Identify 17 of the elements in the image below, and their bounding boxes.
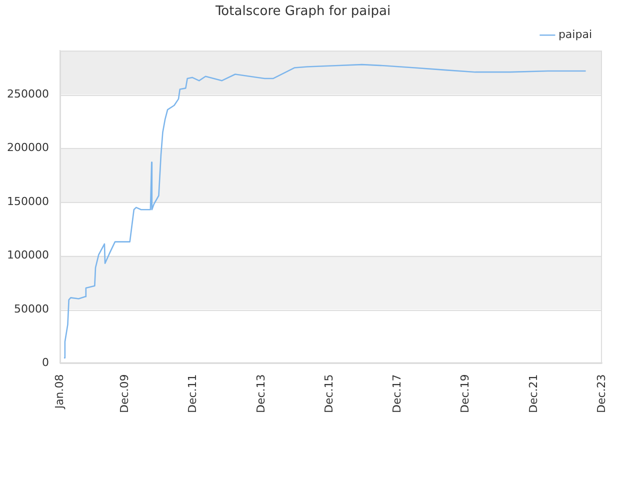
x-tick-label: Dec.21 <box>526 374 540 413</box>
x-tick-label: Dec.15 <box>322 374 336 413</box>
x-tick-label: Dec.09 <box>118 374 132 413</box>
x-tick-label: Dec.17 <box>390 374 404 413</box>
x-tick-label: Dec.13 <box>254 374 268 413</box>
chart-title: Totalscore Graph for paipai <box>214 4 391 20</box>
x-tick-label: Dec.11 <box>186 374 200 413</box>
y-tick-label: 100000 <box>6 248 49 262</box>
y-tick-label: 200000 <box>6 141 49 154</box>
x-tick-label: Dec.19 <box>458 374 472 413</box>
y-tick-label: 150000 <box>6 194 49 208</box>
y-tick-label: 0 <box>42 356 49 370</box>
x-tick-label: Jan.08 <box>52 374 66 410</box>
y-tick-label: 50000 <box>14 302 49 316</box>
x-tick-label: Dec.23 <box>594 374 608 413</box>
y-tick-label: 250000 <box>6 88 49 101</box>
legend-label: paipai <box>558 28 592 41</box>
